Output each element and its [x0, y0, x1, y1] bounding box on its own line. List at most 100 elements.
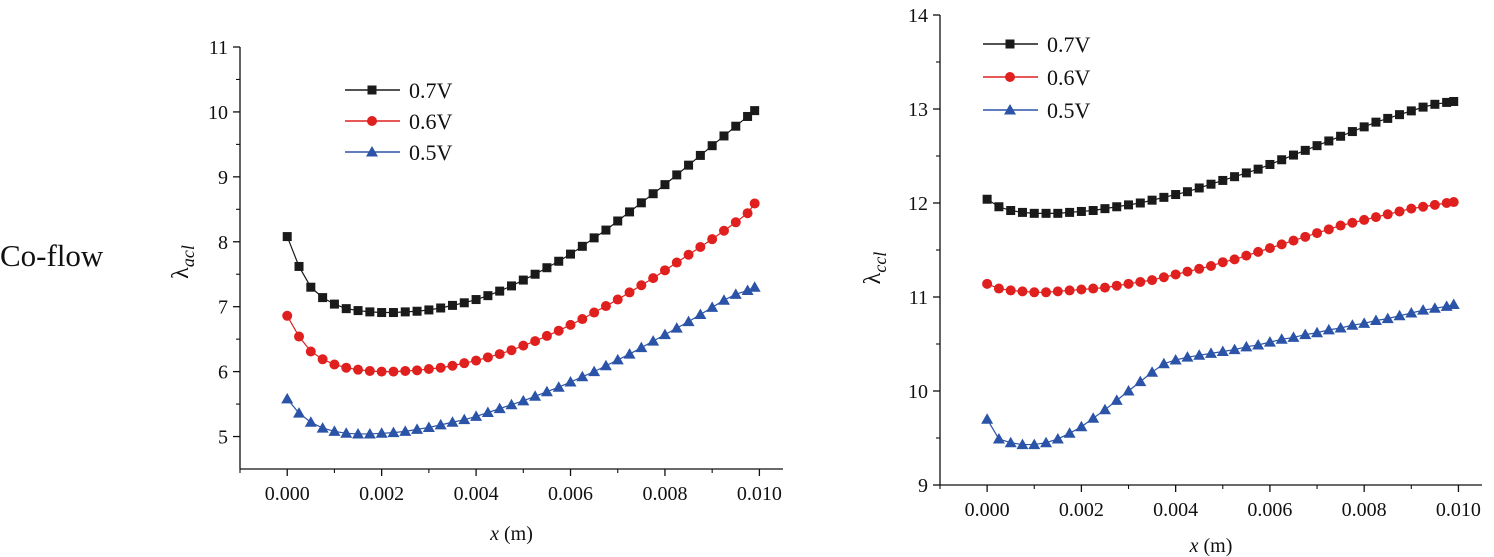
data-point [1393, 309, 1406, 321]
data-point [1300, 231, 1311, 242]
data-point [589, 307, 600, 318]
data-point [648, 273, 659, 284]
data-point [993, 283, 1004, 294]
data-point [305, 346, 316, 357]
data-point [1181, 351, 1194, 362]
data-point [316, 422, 329, 433]
data-point [1312, 141, 1322, 151]
data-point [375, 427, 388, 438]
data-point [1064, 285, 1075, 296]
data-point [1428, 302, 1441, 313]
data-point [566, 249, 576, 259]
x-tick-label: 0.004 [1153, 499, 1198, 521]
data-point [982, 278, 993, 289]
x-tick-label: 0.000 [965, 499, 1010, 521]
x-axis-label: x (m) [1189, 535, 1233, 557]
data-point [1159, 192, 1169, 202]
data-point [564, 376, 577, 387]
data-point [730, 217, 741, 228]
data-point [1383, 113, 1393, 123]
data-point [483, 291, 493, 301]
data-point [1205, 347, 1217, 358]
data-point [1406, 203, 1417, 214]
data-point [1146, 366, 1159, 377]
data-point [1405, 306, 1418, 318]
data-point [328, 425, 341, 436]
data-point [1194, 263, 1205, 274]
data-point [530, 269, 540, 279]
data-point [1265, 159, 1275, 169]
x-tick-label: 0.002 [359, 483, 404, 505]
data-point [659, 265, 670, 276]
legend-marker [1004, 104, 1016, 115]
data-point [400, 365, 411, 376]
x-tick-label: 0.002 [1059, 499, 1104, 521]
data-point [553, 325, 564, 336]
data-point [540, 385, 553, 397]
data-point [648, 189, 658, 199]
data-point [318, 293, 328, 303]
data-point [670, 322, 683, 333]
y-axis-label-sub: acl [178, 245, 198, 267]
data-point [1230, 172, 1240, 182]
data-point [1182, 266, 1193, 277]
legend-marker [1005, 39, 1015, 49]
data-point [529, 390, 542, 401]
data-point [542, 263, 552, 273]
data-point [353, 364, 364, 375]
legend-entry-0.6V: 0.6V [983, 65, 1091, 90]
data-point [1287, 331, 1300, 342]
data-point [1157, 357, 1170, 369]
data-point [1206, 179, 1216, 189]
data-point [1218, 175, 1228, 185]
data-point [742, 208, 753, 219]
data-point [577, 241, 587, 251]
data-point [601, 225, 611, 235]
data-point [1017, 207, 1027, 217]
data-point [1206, 260, 1216, 271]
data-point [293, 407, 306, 418]
data-point [1241, 250, 1252, 261]
data-point [340, 427, 353, 438]
data-point [1147, 275, 1158, 286]
data-point [660, 180, 670, 190]
data-point [1017, 286, 1028, 297]
data-point [1336, 131, 1346, 141]
data-point [707, 234, 718, 245]
y-tick-label: 5 [218, 427, 228, 449]
data-point [625, 207, 635, 217]
data-point [1429, 199, 1440, 210]
data-point [411, 423, 424, 434]
data-point [1370, 212, 1381, 223]
legend-label: 0.7V [1047, 32, 1091, 57]
x-axis-label-unit: (m) [1199, 535, 1233, 557]
data-point [306, 282, 316, 292]
data-point [1395, 110, 1405, 120]
data-point [1217, 257, 1228, 268]
data-point [495, 286, 505, 296]
data-point [1006, 206, 1016, 216]
data-point [743, 111, 753, 121]
data-point [611, 353, 624, 365]
data-point [1052, 286, 1063, 297]
data-point [748, 281, 761, 292]
data-point [1359, 214, 1370, 225]
data-point [750, 106, 760, 116]
data-point [1323, 224, 1334, 235]
data-point [282, 232, 292, 242]
data-point [281, 392, 294, 404]
x-tick-label: 0.004 [454, 483, 499, 505]
data-point [341, 362, 352, 373]
data-point [719, 131, 729, 141]
data-point [412, 306, 422, 316]
data-point [1288, 150, 1298, 160]
y-axis-label-base: λ [168, 267, 194, 279]
data-point [1253, 246, 1264, 257]
legend-marker [366, 146, 378, 157]
y-tick-label: 7 [218, 297, 228, 319]
data-point [1182, 187, 1192, 197]
data-point [304, 416, 317, 427]
data-point [671, 257, 682, 268]
x-tick-label: 0.006 [1247, 499, 1292, 521]
